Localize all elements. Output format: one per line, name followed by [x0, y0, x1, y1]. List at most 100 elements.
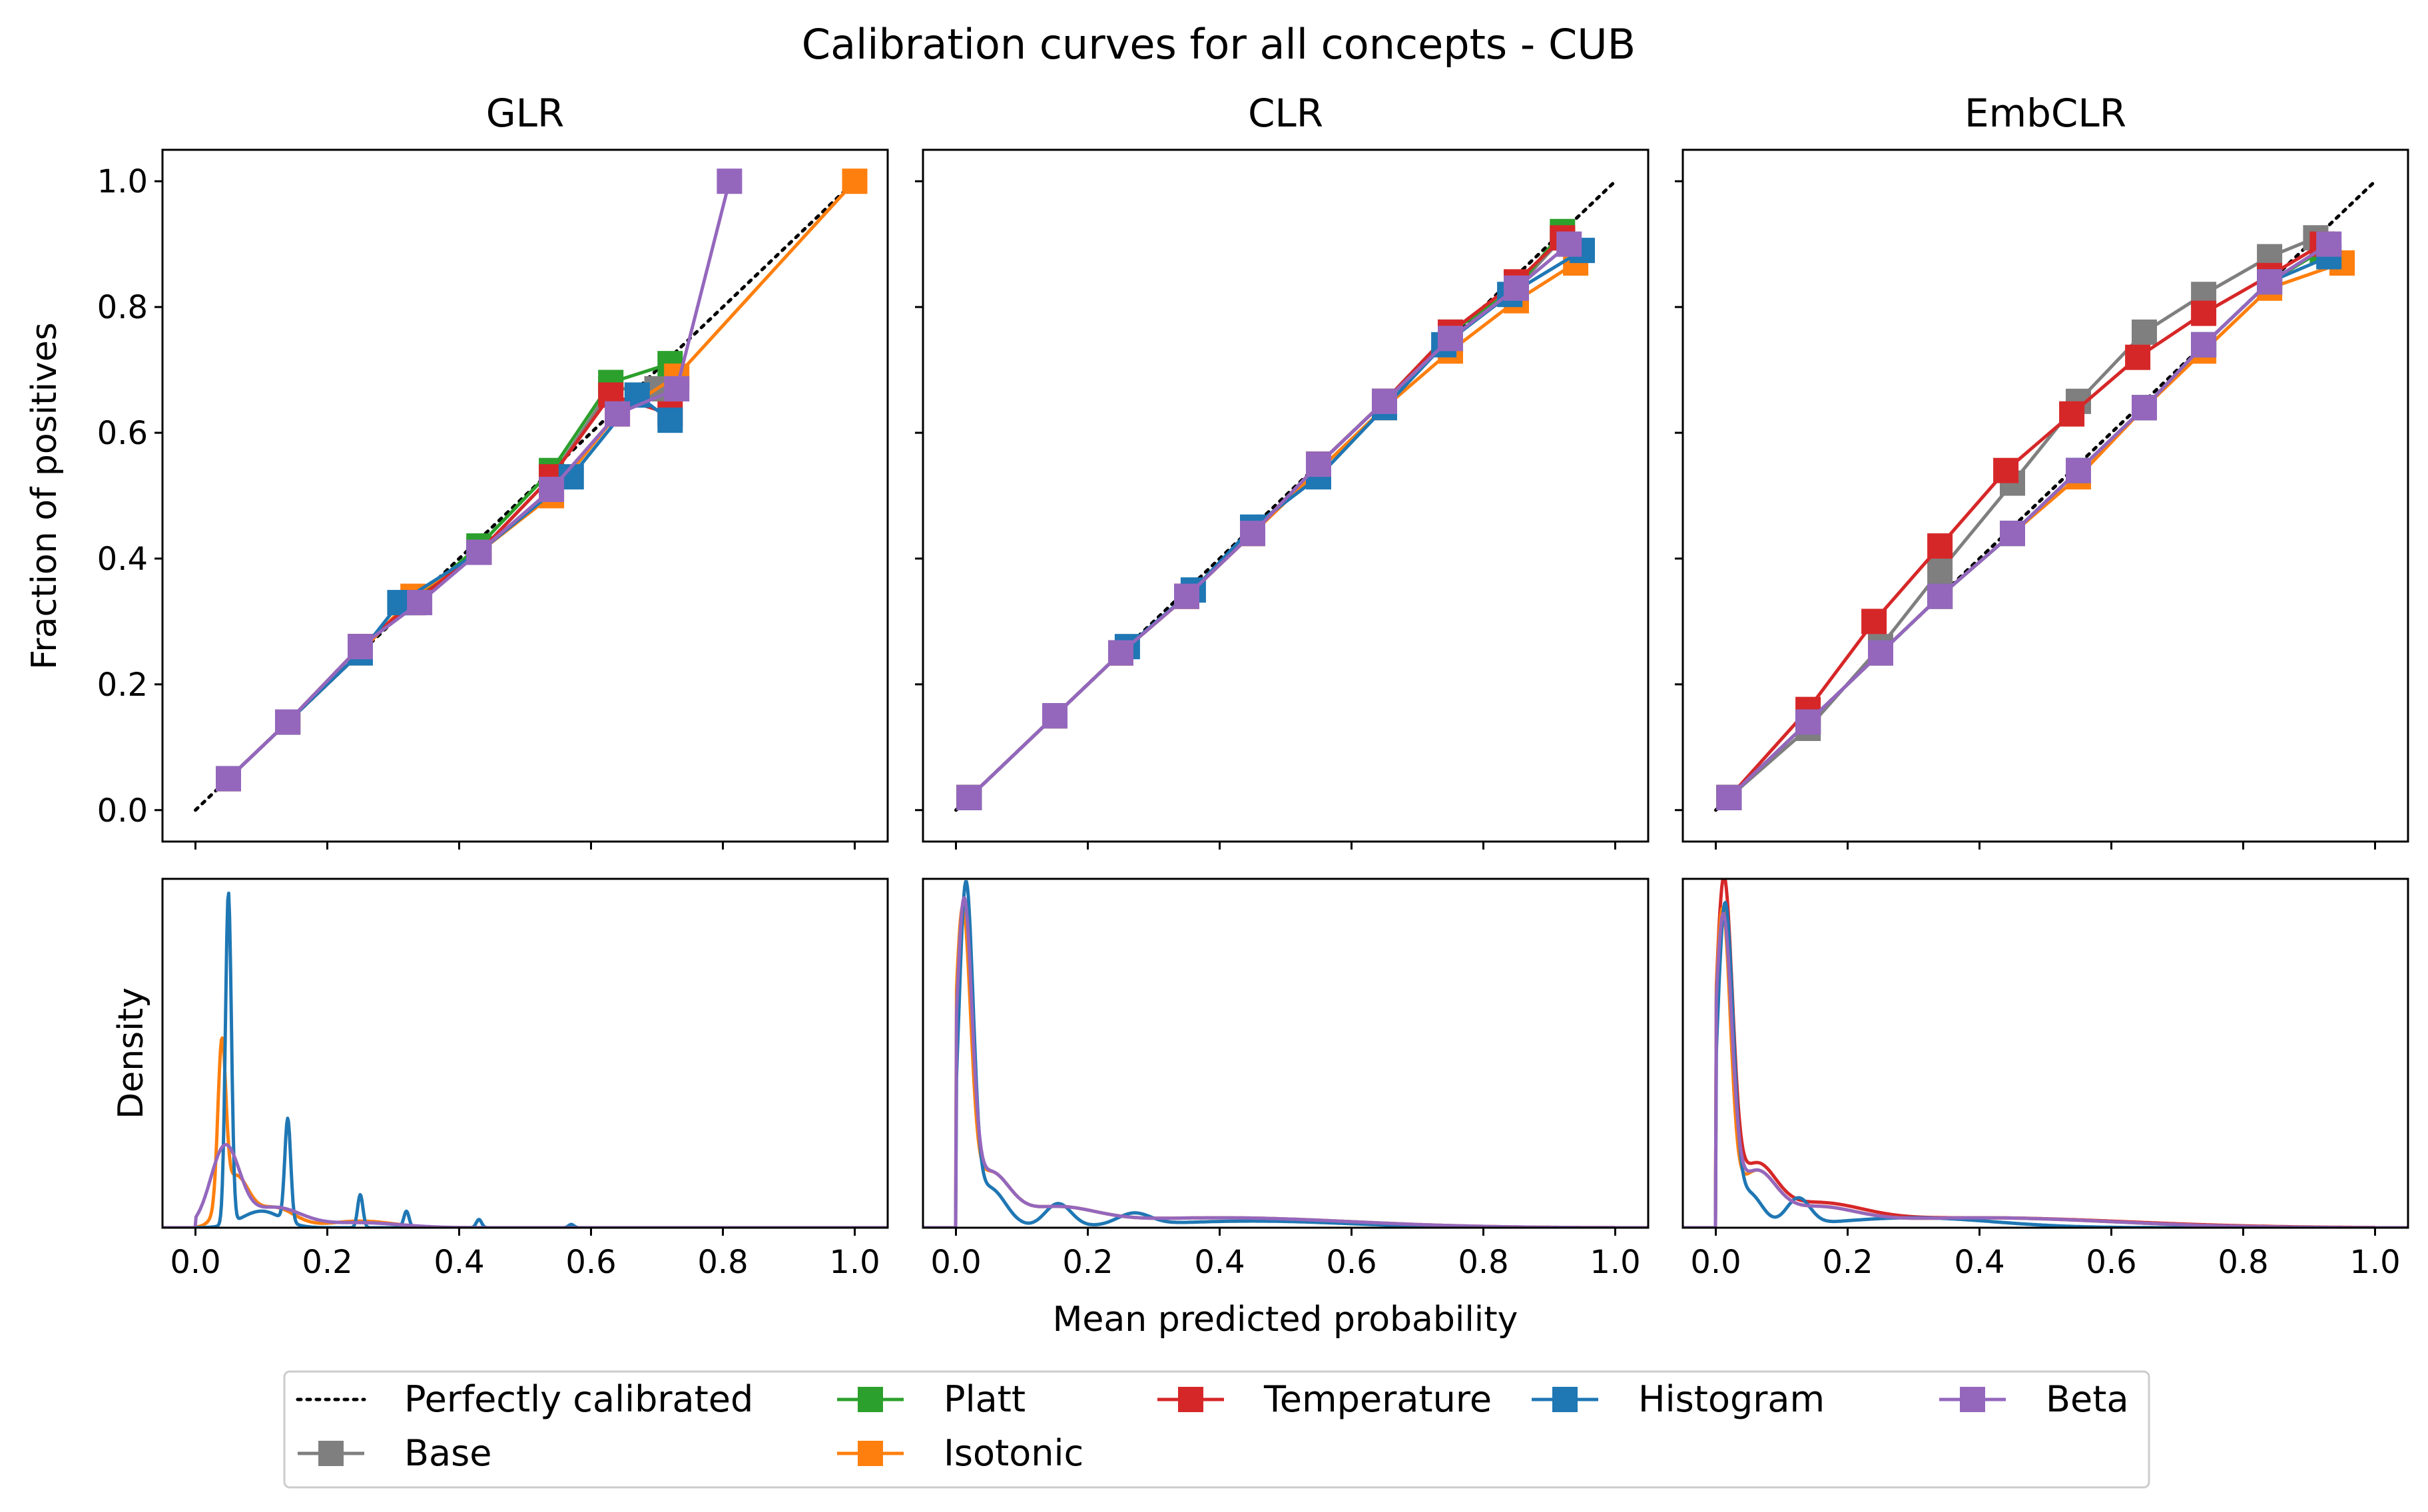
axes-frame — [922, 878, 1650, 1229]
calibration-plot-area — [954, 179, 1617, 812]
x-tick-label: 0.8 — [1458, 1244, 1508, 1281]
data-point-beta — [1556, 231, 1582, 257]
data-point-beta — [664, 376, 690, 401]
density-axes: 0.0 0.2 0.4 0.6 0.8 1.0 — [1681, 878, 2409, 1281]
data-point-beta — [1438, 326, 1463, 352]
calibration-axes: 0.0 0.2 0.4 0.6 0.8 1.0 — [97, 148, 889, 850]
legend-marker — [858, 1387, 883, 1412]
data-point-histogram — [657, 407, 683, 433]
legend-label: Isotonic — [944, 1432, 1083, 1474]
x-tick-label: 0.6 — [2086, 1244, 2136, 1281]
series-beta — [1716, 231, 2342, 810]
density-curve-histogram — [1683, 901, 2408, 1228]
axes-frame — [1681, 878, 2409, 1229]
legend-marker — [318, 1441, 344, 1466]
x-tick-label: 1.0 — [1590, 1244, 1640, 1281]
data-point-temperature — [1993, 457, 2019, 483]
density-axes: 0.0 0.2 0.4 0.6 0.8 1.0 — [922, 878, 1650, 1281]
series-beta — [216, 168, 743, 792]
x-tick-label: 0.2 — [302, 1244, 352, 1281]
data-point-beta — [1868, 640, 1893, 666]
subplot-embclr: EmbCLR 0.0 0.2 0.4 0.6 0.8 1.0 — [1675, 91, 2409, 1281]
density-axes: 0.0 0.2 0.4 0.6 0.8 1.0 — [161, 878, 889, 1281]
y-tick-label: 0.0 — [97, 792, 148, 830]
legend-label: Beta — [2046, 1378, 2129, 1420]
calibration-plot-area — [1714, 179, 2377, 812]
data-point-beta — [1108, 640, 1133, 666]
data-point-beta — [2316, 231, 2342, 257]
x-tick-label: 0.2 — [1062, 1244, 1113, 1281]
y-tick-label: 0.8 — [97, 289, 148, 326]
y-tick-label: 0.6 — [97, 415, 148, 452]
calibration-axes — [1675, 148, 2409, 850]
legend-entry-temperature: Temperature — [1157, 1378, 1492, 1420]
data-point-beta — [956, 784, 982, 810]
legend-entry-base: Base — [298, 1432, 492, 1474]
axes-frame — [1681, 148, 2409, 843]
data-point-beta — [717, 168, 743, 194]
data-point-beta — [2257, 269, 2283, 295]
legend-label: Perfectly calibrated — [404, 1378, 753, 1420]
data-point-beta — [407, 590, 433, 616]
legend-marker — [1960, 1387, 1985, 1412]
legend-frame — [283, 1370, 2150, 1489]
x-tick-label: 0.0 — [930, 1244, 981, 1281]
legend-label: Histogram — [1638, 1378, 1825, 1420]
x-tick-label: 0.8 — [2218, 1244, 2268, 1281]
legend-marker — [1178, 1387, 1203, 1412]
subplot-title: GLR — [486, 91, 565, 136]
top-y-axis-label: Fraction of positives — [25, 322, 65, 670]
data-point-beta — [1795, 709, 1821, 735]
axes-frame — [922, 148, 1650, 843]
density-plot-area — [162, 891, 888, 1228]
data-point-beta — [1174, 583, 1199, 609]
legend: Perfectly calibrated Base Platt Isotonic Tem… — [283, 1370, 2150, 1489]
data-point-beta — [1372, 388, 1397, 414]
y-tick-label: 1.0 — [97, 163, 148, 200]
subplot-title: CLR — [1248, 91, 1323, 136]
legend-entry-perfect: Perfectly calibrated — [296, 1378, 753, 1420]
data-point-temperature — [2125, 344, 2151, 370]
subplot-glr: GLR 0.0 0.2 0.4 0.6 0.8 1.0 0.0 0.2 0.4 0.6 0.8 1.0 — [97, 91, 889, 1281]
data-point-temperature — [2059, 401, 2085, 427]
legend-marker — [1552, 1387, 1578, 1412]
x-tick-label: 0.4 — [1194, 1244, 1245, 1281]
x-tick-label: 0.2 — [1822, 1244, 1873, 1281]
x-tick-label: 0.6 — [1326, 1244, 1376, 1281]
series-line-beta — [968, 242, 1570, 799]
data-point-beta — [1504, 275, 1529, 301]
x-tick-label: 0.8 — [697, 1244, 748, 1281]
data-point-beta — [605, 401, 631, 427]
x-tick-label: 0.6 — [565, 1244, 616, 1281]
data-point-beta — [466, 539, 492, 565]
figure-title: Calibration curves for all concepts - CU… — [802, 20, 1636, 69]
y-tick-label: 0.2 — [97, 666, 148, 704]
axes-frame — [161, 878, 889, 1229]
data-point-beta — [1042, 703, 1067, 729]
x-tick-label: 0.0 — [1690, 1244, 1741, 1281]
data-point-beta — [1240, 521, 1265, 547]
subplot-clr: CLR 0.0 0.2 0.4 0.6 0.8 1.0 — [915, 91, 1650, 1281]
data-point-beta — [216, 766, 241, 792]
legend-marker — [858, 1441, 883, 1466]
data-point-beta — [539, 477, 565, 503]
legend-entry-isotonic: Isotonic — [837, 1432, 1083, 1474]
data-point-temperature — [1861, 609, 1887, 634]
legend-label: Temperature — [1263, 1378, 1492, 1420]
data-point-base — [2132, 319, 2157, 345]
plot-background — [923, 879, 1648, 1228]
subplot-title: EmbCLR — [1965, 91, 2126, 136]
data-point-isotonic — [842, 168, 868, 194]
density-curve-beta — [162, 1142, 888, 1228]
data-point-beta — [2191, 332, 2217, 358]
data-point-beta — [1306, 451, 1331, 477]
x-tick-label: 0.4 — [434, 1244, 484, 1281]
legend-label: Base — [404, 1432, 492, 1474]
x-tick-label: 1.0 — [829, 1244, 880, 1281]
series-line-temperature — [1727, 242, 2323, 799]
data-point-beta — [2066, 457, 2091, 483]
data-point-temperature — [2191, 300, 2217, 326]
axes-frame — [161, 148, 889, 843]
